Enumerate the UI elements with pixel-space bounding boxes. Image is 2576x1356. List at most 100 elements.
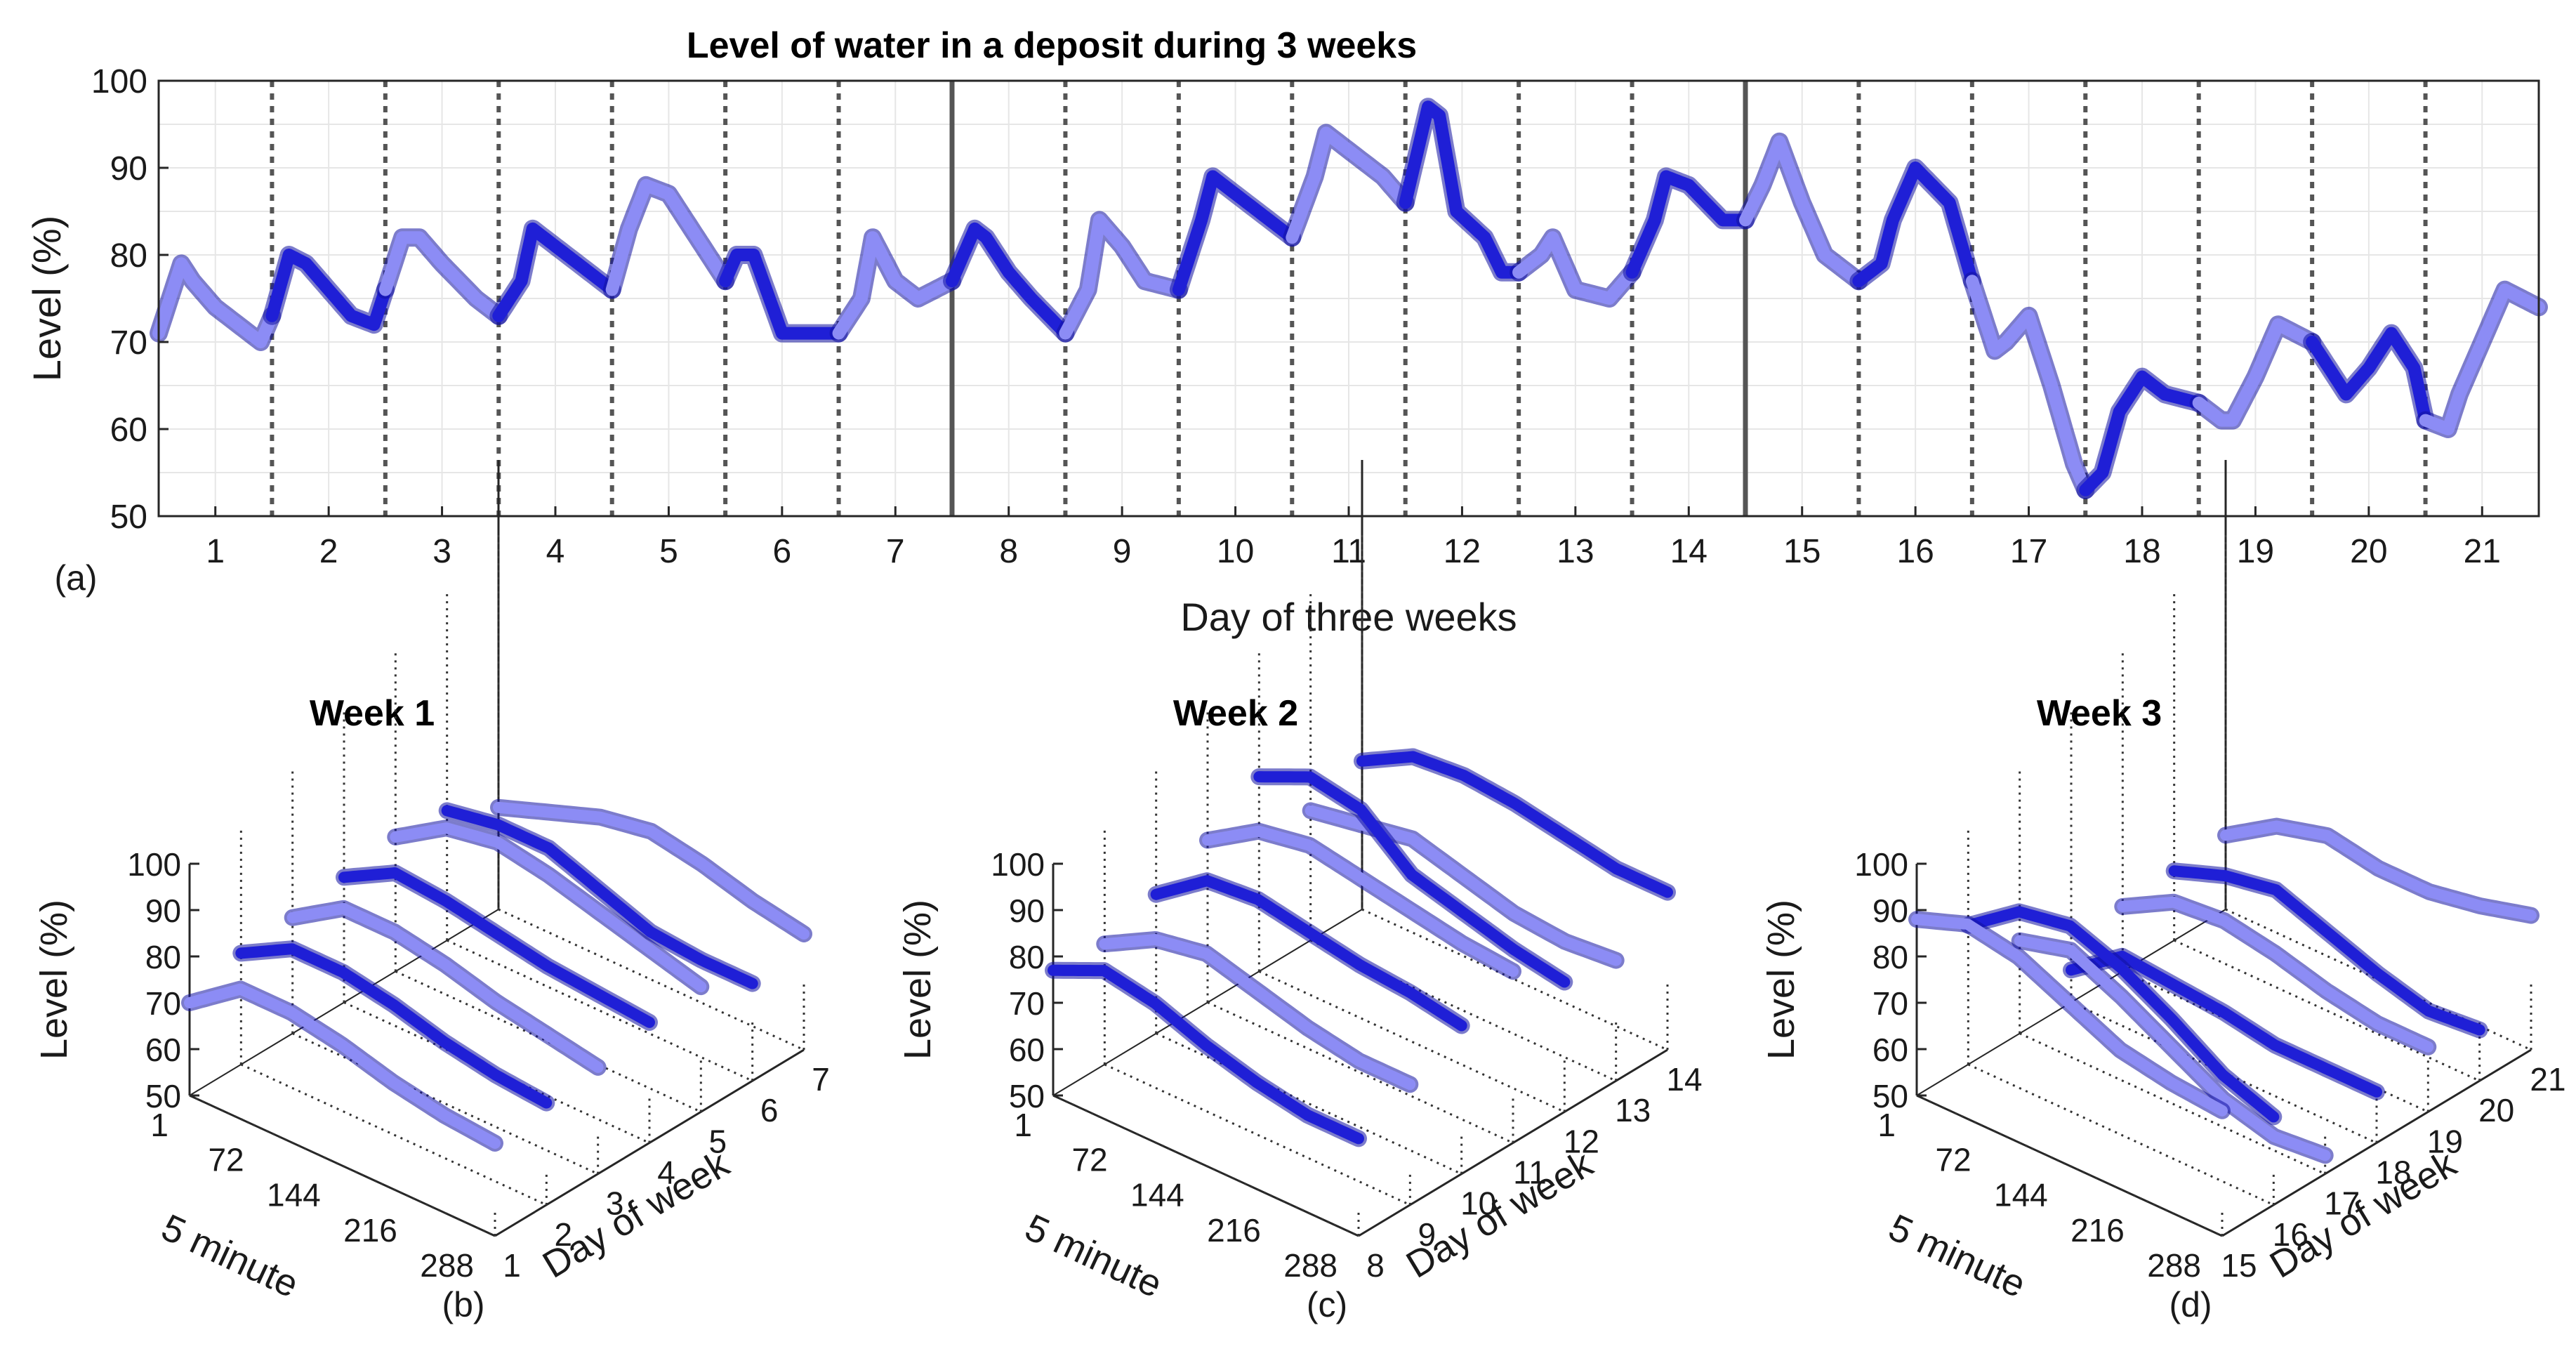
x-tick-label: 1 <box>206 533 225 570</box>
day-series-11 <box>1286 126 1412 244</box>
time-axis-label: 5 minute <box>155 1206 305 1306</box>
x-tick-label: 10 <box>1217 533 1254 570</box>
panel-d-3d-chart: Week 3 50 60 70 80 90 100 Level (%) 1 72 144 216 288… <box>1760 460 2566 1324</box>
day-tick-label: 8 <box>1366 1247 1385 1284</box>
z-tick-label: 90 <box>1009 893 1045 929</box>
y-tick-label: 70 <box>110 324 147 362</box>
day-series-3 <box>286 902 604 1073</box>
day-series-16 <box>1962 906 2280 1123</box>
x-tick-label: 7 <box>886 533 905 570</box>
time-tick-label: 1 <box>150 1107 169 1143</box>
time-axis <box>189 1094 496 1237</box>
day-series-5 <box>390 822 707 993</box>
x-tick-label: 2 <box>319 533 338 570</box>
time-tick-label: 72 <box>1935 1141 1971 1178</box>
time-tick-label: 144 <box>267 1177 321 1213</box>
day-series-8 <box>1048 964 1364 1145</box>
z-tick-label: 70 <box>145 985 181 1022</box>
day-axis-label: Day of week <box>1399 1143 1600 1286</box>
time-tick-label: 72 <box>208 1141 244 1178</box>
day-axis-label: Day of week <box>2263 1143 2464 1286</box>
day-tick-label: 2 <box>555 1216 573 1253</box>
x-tick-label: 13 <box>1557 533 1594 570</box>
panel-title: Week 1 <box>310 693 435 734</box>
y-tick-label: 90 <box>110 150 147 187</box>
z-axis-label: Level (%) <box>1760 900 1802 1060</box>
panel-title: Week 2 <box>1173 693 1298 734</box>
day-tick-label: 3 <box>606 1185 624 1222</box>
z-tick-label: 50 <box>145 1078 181 1114</box>
z-tick-label: 100 <box>991 846 1045 883</box>
day-series-16 <box>1852 162 1979 288</box>
day-tick-label: 18 <box>2375 1154 2411 1191</box>
panel-label: (c) <box>1307 1285 1347 1324</box>
x-tick-label: 3 <box>432 533 451 570</box>
panel-a-ylabel: Level (%) <box>25 216 69 382</box>
time-tick-label: 144 <box>1994 1177 2048 1213</box>
z-tick-label: 50 <box>1009 1078 1045 1114</box>
time-axis <box>1052 1094 1359 1237</box>
day-series-20 <box>2168 865 2485 1036</box>
time-axis-label: 5 minute <box>1882 1206 2032 1306</box>
day-tick-label: 16 <box>2273 1216 2309 1253</box>
z-tick-label: 80 <box>1872 939 1908 975</box>
day-tick-label: 20 <box>2478 1092 2514 1128</box>
day-series-19 <box>2117 896 2434 1053</box>
day-series-4 <box>338 867 655 1028</box>
day-tick-label: 1 <box>503 1247 521 1284</box>
day-tick-label: 15 <box>2221 1247 2257 1284</box>
time-tick-label: 72 <box>1071 1141 1107 1178</box>
time-tick-label: 288 <box>1283 1247 1337 1284</box>
time-tick-label: 216 <box>2070 1212 2125 1249</box>
day-series-15 <box>1739 135 1865 288</box>
day-axis-label: Day of week <box>536 1143 737 1286</box>
day-tick-label: 11 <box>1513 1154 1547 1191</box>
x-tick-label: 20 <box>2350 533 2387 570</box>
time-tick-label: 216 <box>343 1212 397 1249</box>
day-series-5 <box>605 178 732 296</box>
day-series-6 <box>719 249 845 340</box>
day-tick-label: 12 <box>1564 1123 1599 1159</box>
panel-a-x-ticks: 1 2 3 4 5 6 7 8 9 10 11 12 13 14 15 16 17 18 19 20 21 <box>206 506 2501 570</box>
day-series-19 <box>2192 318 2319 427</box>
panel-a-panel-label: (a) <box>54 558 97 598</box>
day-tick-label: 13 <box>1615 1092 1651 1128</box>
z-tick-label: 100 <box>127 846 181 883</box>
x-tick-label: 11 <box>1331 533 1366 570</box>
x-tick-label: 8 <box>999 533 1018 570</box>
day-tick-label: 10 <box>1460 1185 1496 1222</box>
x-tick-label: 12 <box>1444 533 1481 570</box>
day-series-12 <box>1399 100 1526 279</box>
day-series-11 <box>1202 825 1519 977</box>
z-tick-label: 70 <box>1009 985 1045 1022</box>
day-series-3 <box>378 231 506 322</box>
z-axis-label: Level (%) <box>33 900 75 1060</box>
panel-title: Week 3 <box>2037 693 2162 734</box>
day-tick-label: 21 <box>2530 1061 2565 1098</box>
z-axis-label: Level (%) <box>897 900 939 1060</box>
day-series-2 <box>265 249 392 331</box>
time-tick-label: 216 <box>1207 1212 1261 1249</box>
day-tick-label: 14 <box>1666 1061 1702 1098</box>
day-series-13 <box>1304 805 1622 966</box>
panel-label: (d) <box>2169 1285 2212 1324</box>
y-tick-label: 50 <box>110 499 147 536</box>
z-tick-label: 70 <box>1872 985 1908 1022</box>
panel-a-line-chart: Level of water in a deposit during 3 wee… <box>25 25 2548 639</box>
day-series-21 <box>2419 283 2545 435</box>
z-tick-label: 60 <box>1872 1032 1908 1068</box>
time-tick-label: 288 <box>2147 1247 2201 1284</box>
y-tick-label: 80 <box>110 237 147 275</box>
day-series-7 <box>493 801 810 940</box>
day-series-10 <box>1150 875 1467 1032</box>
day-tick-label: 17 <box>2324 1185 2360 1222</box>
z-tick-label: 60 <box>1009 1032 1045 1068</box>
x-tick-label: 17 <box>2010 533 2047 570</box>
day-tick-label: 6 <box>760 1092 779 1128</box>
x-tick-label: 21 <box>2464 533 2501 570</box>
day-series-14 <box>1625 170 1752 279</box>
day-series-9 <box>1099 934 1416 1091</box>
z-tick-label: 60 <box>145 1032 181 1068</box>
day-tick-label: 7 <box>812 1061 830 1098</box>
